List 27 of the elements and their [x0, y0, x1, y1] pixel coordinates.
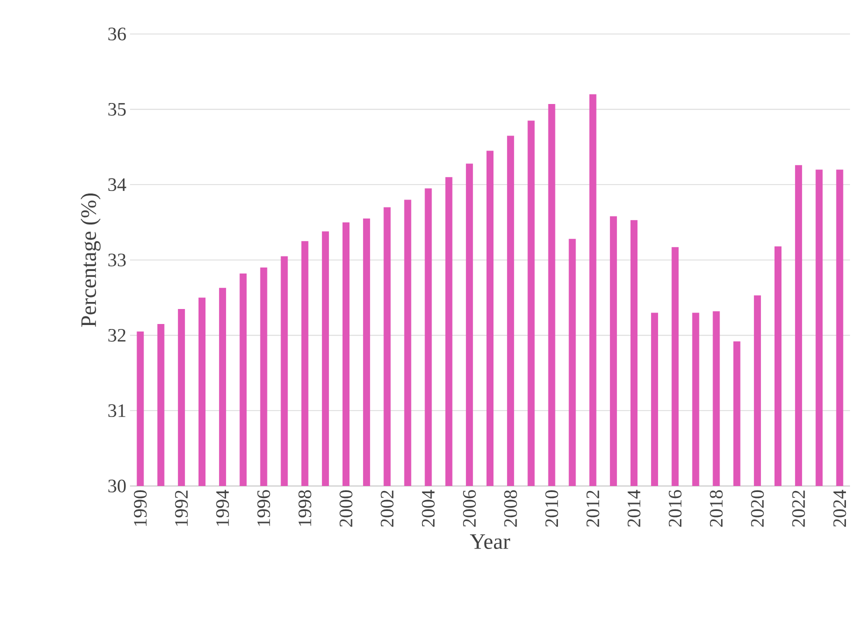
x-axis-title: Year: [470, 534, 510, 550]
x-tick-label: 1990: [134, 490, 147, 526]
y-tick-label: 32: [108, 328, 126, 342]
x-tick-label: 2014: [628, 490, 640, 527]
x-tick-label: 1992: [175, 490, 188, 526]
x-tick-label: 1994: [216, 490, 229, 526]
x-tick-label: 2024: [833, 490, 846, 527]
y-tick-label: 35: [108, 102, 126, 116]
x-tick-label: 2020: [751, 490, 764, 527]
x-tick-label: 2022: [792, 490, 805, 527]
x-tick-label: 2002: [380, 490, 394, 527]
x-tick-label: 2012: [586, 490, 600, 527]
x-tick-label: 2010: [545, 490, 558, 527]
x-tick-label: 2004: [422, 490, 435, 527]
x-tick-label: 1996: [257, 490, 270, 526]
x-tick-label: 2000: [340, 490, 352, 527]
y-tick-label: 33: [108, 254, 126, 266]
y-tick-label: 36: [108, 28, 126, 40]
x-tick-label: 1998: [298, 490, 312, 526]
x-tick-label: 2008: [504, 490, 517, 527]
y-axis-title: Percentage (%): [80, 193, 101, 327]
x-tick-label: 2006: [463, 490, 476, 527]
x-tick-label: 2016: [668, 490, 682, 527]
y-tick-label: 31: [108, 404, 126, 418]
y-tick-label: 30: [108, 480, 126, 492]
x-tick-label: 2018: [710, 490, 723, 527]
y-tick-label: 34: [108, 178, 126, 192]
